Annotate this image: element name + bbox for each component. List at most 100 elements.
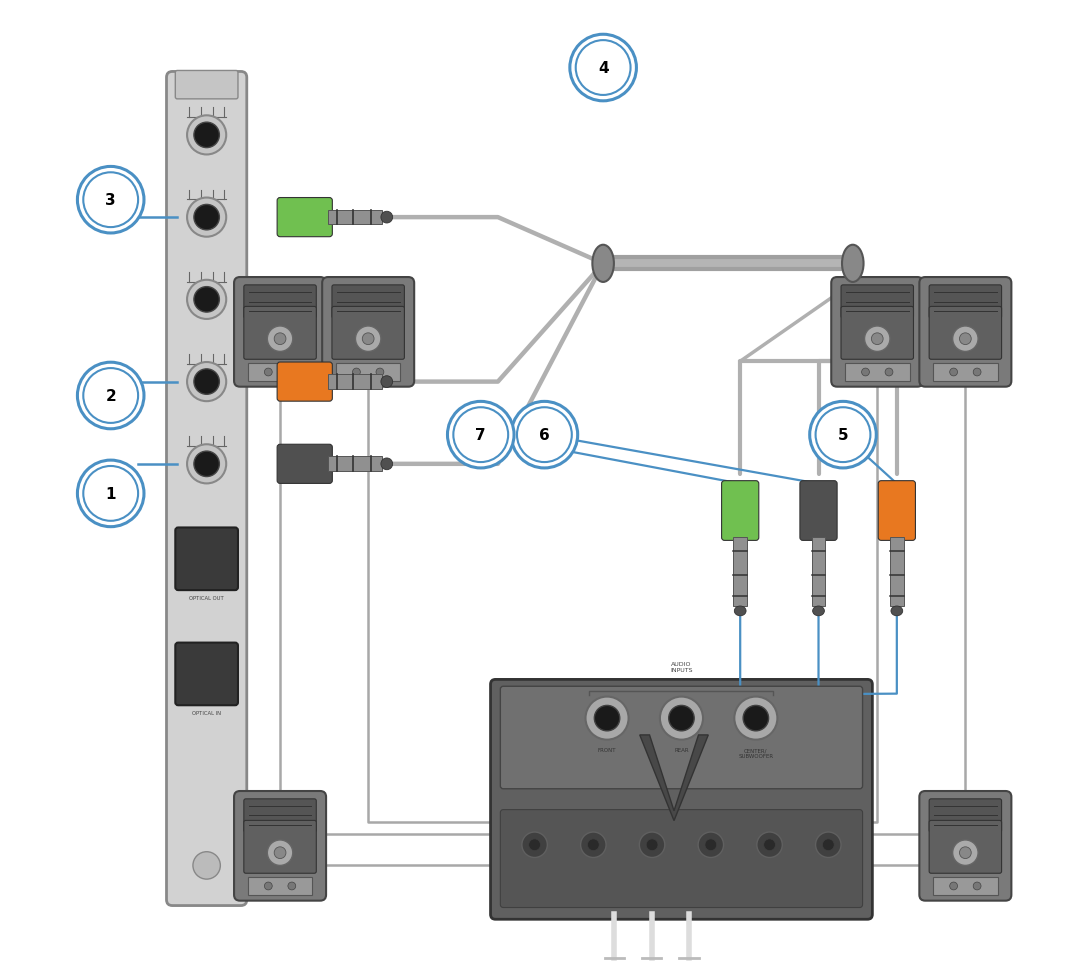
FancyBboxPatch shape bbox=[175, 71, 238, 100]
Circle shape bbox=[381, 212, 393, 224]
Circle shape bbox=[586, 697, 629, 740]
Circle shape bbox=[194, 123, 219, 149]
Circle shape bbox=[83, 173, 138, 228]
Bar bbox=[248, 877, 313, 895]
FancyBboxPatch shape bbox=[332, 286, 405, 319]
Bar bbox=[328, 210, 382, 225]
Circle shape bbox=[872, 333, 883, 345]
Bar bbox=[336, 364, 400, 381]
Circle shape bbox=[660, 697, 704, 740]
Text: 6: 6 bbox=[540, 427, 550, 443]
Circle shape bbox=[973, 369, 981, 377]
Circle shape bbox=[194, 370, 219, 395]
FancyBboxPatch shape bbox=[277, 445, 332, 484]
Circle shape bbox=[862, 369, 870, 377]
Circle shape bbox=[705, 839, 716, 851]
Circle shape bbox=[187, 281, 227, 320]
Circle shape bbox=[355, 327, 381, 352]
Circle shape bbox=[581, 832, 606, 858]
Text: 2: 2 bbox=[106, 388, 117, 404]
Circle shape bbox=[83, 467, 138, 521]
FancyBboxPatch shape bbox=[277, 199, 332, 238]
Circle shape bbox=[953, 327, 978, 352]
Circle shape bbox=[375, 369, 384, 377]
Circle shape bbox=[669, 706, 694, 732]
Ellipse shape bbox=[592, 245, 614, 283]
Circle shape bbox=[950, 882, 957, 890]
Circle shape bbox=[756, 832, 782, 858]
FancyBboxPatch shape bbox=[929, 286, 1001, 319]
Text: CENTER/
SUBWOOFER: CENTER/ SUBWOOFER bbox=[738, 748, 774, 759]
Ellipse shape bbox=[735, 606, 746, 616]
Circle shape bbox=[698, 832, 724, 858]
Circle shape bbox=[529, 839, 541, 851]
Circle shape bbox=[381, 377, 393, 388]
Circle shape bbox=[448, 402, 514, 468]
Ellipse shape bbox=[891, 606, 903, 616]
Circle shape bbox=[885, 369, 893, 377]
Circle shape bbox=[511, 402, 577, 468]
Circle shape bbox=[83, 369, 138, 423]
Bar bbox=[890, 538, 904, 606]
Text: 4: 4 bbox=[598, 61, 609, 76]
FancyBboxPatch shape bbox=[831, 278, 924, 387]
FancyBboxPatch shape bbox=[323, 278, 414, 387]
Circle shape bbox=[268, 840, 292, 866]
FancyBboxPatch shape bbox=[244, 799, 316, 832]
Circle shape bbox=[522, 832, 547, 858]
Circle shape bbox=[268, 327, 292, 352]
Text: OPTICAL OUT: OPTICAL OUT bbox=[189, 596, 224, 600]
Text: FRONT: FRONT bbox=[598, 748, 616, 753]
Circle shape bbox=[735, 697, 777, 740]
FancyBboxPatch shape bbox=[234, 791, 326, 901]
Ellipse shape bbox=[842, 245, 863, 283]
FancyBboxPatch shape bbox=[841, 286, 914, 319]
Circle shape bbox=[187, 199, 227, 238]
Bar bbox=[933, 877, 998, 895]
Ellipse shape bbox=[812, 606, 824, 616]
FancyBboxPatch shape bbox=[332, 307, 405, 360]
Circle shape bbox=[587, 839, 599, 851]
Circle shape bbox=[187, 363, 227, 402]
Circle shape bbox=[743, 706, 768, 732]
Circle shape bbox=[353, 369, 360, 377]
Text: 7: 7 bbox=[476, 427, 486, 443]
Bar bbox=[328, 457, 382, 471]
Circle shape bbox=[864, 327, 890, 352]
Circle shape bbox=[576, 41, 630, 96]
Circle shape bbox=[288, 882, 296, 890]
Circle shape bbox=[78, 167, 144, 234]
FancyBboxPatch shape bbox=[244, 307, 316, 360]
Bar bbox=[248, 364, 313, 381]
FancyBboxPatch shape bbox=[800, 481, 837, 541]
Text: REAR: REAR bbox=[674, 748, 688, 753]
Circle shape bbox=[517, 408, 572, 463]
Bar bbox=[933, 364, 998, 381]
Circle shape bbox=[822, 839, 834, 851]
Circle shape bbox=[194, 452, 219, 477]
Circle shape bbox=[78, 363, 144, 429]
FancyBboxPatch shape bbox=[244, 821, 316, 873]
Circle shape bbox=[187, 445, 227, 484]
Text: 5: 5 bbox=[837, 427, 848, 443]
FancyBboxPatch shape bbox=[919, 278, 1011, 387]
Bar bbox=[328, 375, 382, 389]
Circle shape bbox=[363, 333, 374, 345]
Text: 1: 1 bbox=[106, 486, 115, 502]
Circle shape bbox=[274, 333, 286, 345]
Circle shape bbox=[453, 408, 508, 463]
Polygon shape bbox=[640, 735, 708, 821]
FancyBboxPatch shape bbox=[919, 791, 1011, 901]
Circle shape bbox=[193, 852, 220, 879]
Circle shape bbox=[816, 408, 871, 463]
Bar bbox=[845, 364, 910, 381]
Circle shape bbox=[640, 832, 665, 858]
FancyBboxPatch shape bbox=[277, 363, 332, 402]
Circle shape bbox=[194, 288, 219, 313]
FancyBboxPatch shape bbox=[878, 481, 915, 541]
Text: AUDIO
INPUTS: AUDIO INPUTS bbox=[670, 662, 693, 673]
Circle shape bbox=[809, 402, 876, 468]
FancyBboxPatch shape bbox=[175, 643, 238, 705]
Circle shape bbox=[595, 706, 619, 732]
Circle shape bbox=[816, 832, 841, 858]
